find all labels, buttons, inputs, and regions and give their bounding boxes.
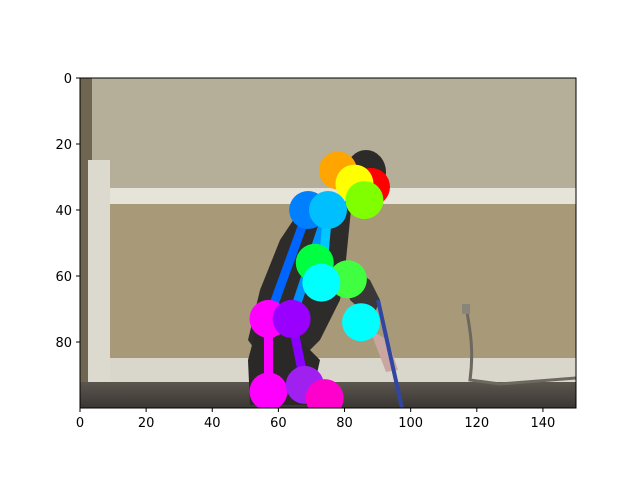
x-axis: 0 20 40 60 80 100 120 140 — [76, 408, 555, 431]
y-tick-label: 0 — [64, 72, 72, 87]
y-tick-label: 20 — [55, 138, 72, 153]
wall-outlet — [462, 304, 470, 314]
keypoint-knee-violet — [272, 299, 311, 338]
pose-keypoints — [249, 151, 390, 408]
y-tick-label: 80 — [55, 336, 72, 351]
y-axis: 0 20 40 60 80 — [55, 72, 80, 351]
x-tick-label: 60 — [270, 416, 287, 431]
x-tick-label: 120 — [464, 416, 489, 431]
keypoint-foot-magenta — [305, 379, 344, 408]
door-trim — [88, 160, 110, 390]
x-tick-label: 100 — [398, 416, 423, 431]
keypoint-shoulder-right — [309, 191, 347, 229]
limb-shoulder-left-knee-magenta — [263, 205, 313, 324]
x-tick-label: 20 — [138, 416, 155, 431]
y-tick-label: 40 — [55, 204, 72, 219]
keypoint-hip-cyan — [302, 263, 341, 302]
x-tick-label: 140 — [531, 416, 556, 431]
keypoint-head-green — [345, 181, 384, 220]
cane — [376, 299, 404, 408]
y-tick-label: 60 — [55, 270, 72, 285]
axes-frame — [79, 77, 577, 409]
x-tick-label: 40 — [204, 416, 221, 431]
keypoint-wrist-cyan — [342, 303, 381, 342]
x-tick-label: 0 — [76, 416, 84, 431]
x-tick-label: 80 — [336, 416, 353, 431]
wall-cable — [465, 311, 576, 386]
keypoint-ankle-magenta — [249, 372, 288, 408]
